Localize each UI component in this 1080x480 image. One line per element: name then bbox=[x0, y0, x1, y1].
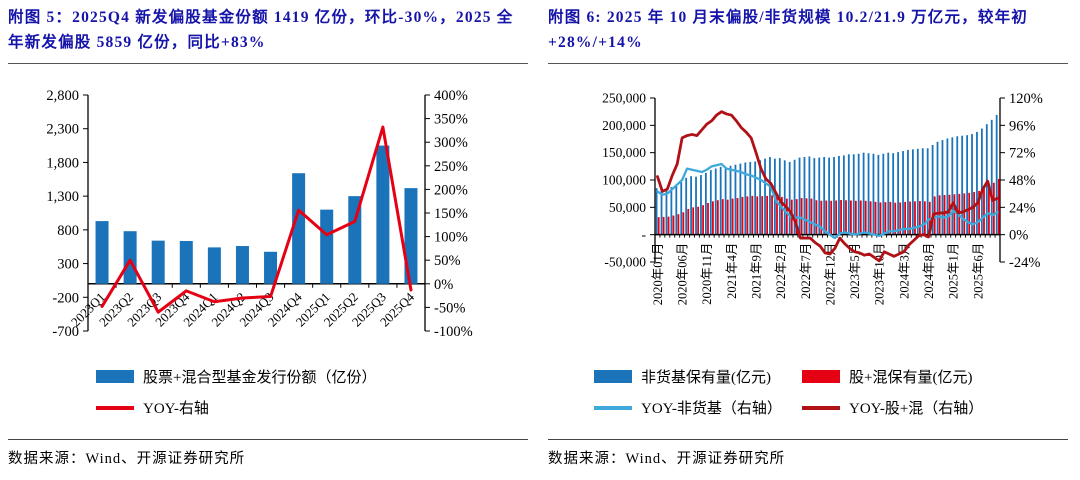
svg-text:2025年6月: 2025年6月 bbox=[971, 243, 985, 299]
svg-text:200,000: 200,000 bbox=[602, 118, 646, 133]
figure5-panel: 附图 5：2025Q4 新发偏股基金份额 1419 亿份，环比-30%，2025… bbox=[0, 5, 540, 468]
svg-text:200%: 200% bbox=[434, 182, 468, 198]
legend-item: YOY-非货基（右轴） bbox=[594, 392, 802, 423]
svg-text:2,300: 2,300 bbox=[46, 122, 79, 138]
legend-label: YOY-股+混（右轴） bbox=[849, 401, 984, 417]
svg-text:2025年1月: 2025年1月 bbox=[947, 243, 961, 299]
svg-text:400%: 400% bbox=[434, 88, 468, 104]
svg-text:300%: 300% bbox=[434, 135, 468, 151]
svg-text:2021年4月: 2021年4月 bbox=[725, 243, 739, 299]
svg-text:2020年06月: 2020年06月 bbox=[676, 243, 690, 306]
figure5-combo-chart: 2,800 2,300 1,800 1,300 800 300 -200 -700 400% 35… bbox=[46, 88, 473, 340]
legend-label: 股票+混合型基金发行份额（亿份） bbox=[143, 370, 377, 386]
figure5-title: 附图 5：2025Q4 新发偏股基金份额 1419 亿份，环比-30%，2025… bbox=[8, 5, 528, 65]
svg-text:1,300: 1,300 bbox=[46, 189, 79, 205]
svg-text:96%: 96% bbox=[1009, 118, 1036, 134]
figure6-panel: 附图 6: 2025 年 10 月末偏股/非货规模 10.2/21.9 万亿元，… bbox=[540, 0, 1080, 480]
svg-text:-24%: -24% bbox=[1009, 255, 1040, 271]
svg-text:48%: 48% bbox=[1009, 173, 1036, 189]
svg-text:2022年2月: 2022年2月 bbox=[774, 243, 788, 299]
legend-label: YOY-非货基（右轴） bbox=[641, 401, 782, 417]
svg-text:300: 300 bbox=[57, 257, 79, 273]
legend-item: YOY-右轴 bbox=[96, 392, 540, 423]
figure6-source: 数据来源：Wind、开源证券研究所 bbox=[548, 439, 1068, 468]
svg-text:0%: 0% bbox=[434, 277, 453, 293]
svg-text:50,000: 50,000 bbox=[609, 200, 646, 215]
legend-item: 股+混保有量(亿元) bbox=[802, 361, 1080, 392]
figure5-source: 数据来源：Wind、开源证券研究所 bbox=[8, 439, 528, 468]
svg-text:1,800: 1,800 bbox=[46, 155, 79, 171]
svg-text:2024年8月: 2024年8月 bbox=[922, 243, 936, 299]
figure5-legend: 股票+混合型基金发行份额（亿份） YOY-右轴 bbox=[0, 361, 540, 423]
line-swatch-icon bbox=[96, 405, 134, 410]
svg-text:-50,000: -50,000 bbox=[604, 255, 646, 270]
svg-text:100,000: 100,000 bbox=[602, 173, 646, 188]
svg-text:2022年7月: 2022年7月 bbox=[799, 243, 813, 299]
svg-text:2024年3月: 2024年3月 bbox=[897, 243, 911, 299]
legend-label: YOY-右轴 bbox=[143, 401, 209, 417]
legend-item: 非货基保有量(亿元) bbox=[594, 361, 802, 392]
svg-text:120%: 120% bbox=[1009, 91, 1043, 107]
svg-text:150,000: 150,000 bbox=[602, 145, 646, 160]
legend-label: 非货基保有量(亿元) bbox=[641, 370, 771, 386]
svg-text:2,800: 2,800 bbox=[46, 88, 79, 104]
svg-text:2023年5月: 2023年5月 bbox=[848, 243, 862, 299]
figure6-combo-chart: 250,000 200,000 150,000 100,000 50,000 - -50,0… bbox=[602, 91, 1043, 306]
svg-text:50%: 50% bbox=[434, 253, 461, 269]
svg-text:2021年9月: 2021年9月 bbox=[750, 243, 764, 299]
svg-text:800: 800 bbox=[57, 223, 79, 239]
svg-text:350%: 350% bbox=[434, 112, 468, 128]
legend-item: YOY-股+混（右轴） bbox=[802, 392, 1080, 423]
bar-swatch-icon bbox=[802, 370, 840, 383]
svg-text:24%: 24% bbox=[1009, 200, 1036, 216]
svg-text:250%: 250% bbox=[434, 159, 468, 175]
bar-swatch-icon bbox=[96, 370, 134, 383]
svg-text:-: - bbox=[642, 227, 647, 242]
svg-text:2022年12月: 2022年12月 bbox=[823, 243, 837, 306]
svg-text:72%: 72% bbox=[1009, 146, 1036, 162]
svg-text:2020年11月: 2020年11月 bbox=[700, 243, 714, 305]
legend-item: 股票+混合型基金发行份额（亿份） bbox=[96, 361, 540, 392]
svg-text:250,000: 250,000 bbox=[602, 91, 646, 106]
svg-text:-50%: -50% bbox=[434, 300, 465, 316]
svg-text:2020年01月: 2020年01月 bbox=[651, 243, 665, 306]
svg-text:100%: 100% bbox=[434, 230, 468, 246]
line-swatch-icon bbox=[594, 405, 632, 410]
svg-text:-200: -200 bbox=[52, 290, 79, 306]
line-swatch-icon bbox=[802, 405, 840, 410]
svg-text:-100%: -100% bbox=[434, 324, 473, 340]
legend-label: 股+混保有量(亿元) bbox=[849, 370, 973, 386]
svg-text:-700: -700 bbox=[52, 324, 79, 340]
bar-swatch-icon bbox=[594, 370, 632, 383]
figure6-legend: 非货基保有量(亿元) 股+混保有量(亿元) YOY-非货基（右轴） YOY-股+… bbox=[540, 361, 1080, 423]
svg-text:0%: 0% bbox=[1009, 228, 1028, 244]
svg-text:150%: 150% bbox=[434, 206, 468, 222]
figure6-title: 附图 6: 2025 年 10 月末偏股/非货规模 10.2/21.9 万亿元，… bbox=[548, 5, 1068, 65]
